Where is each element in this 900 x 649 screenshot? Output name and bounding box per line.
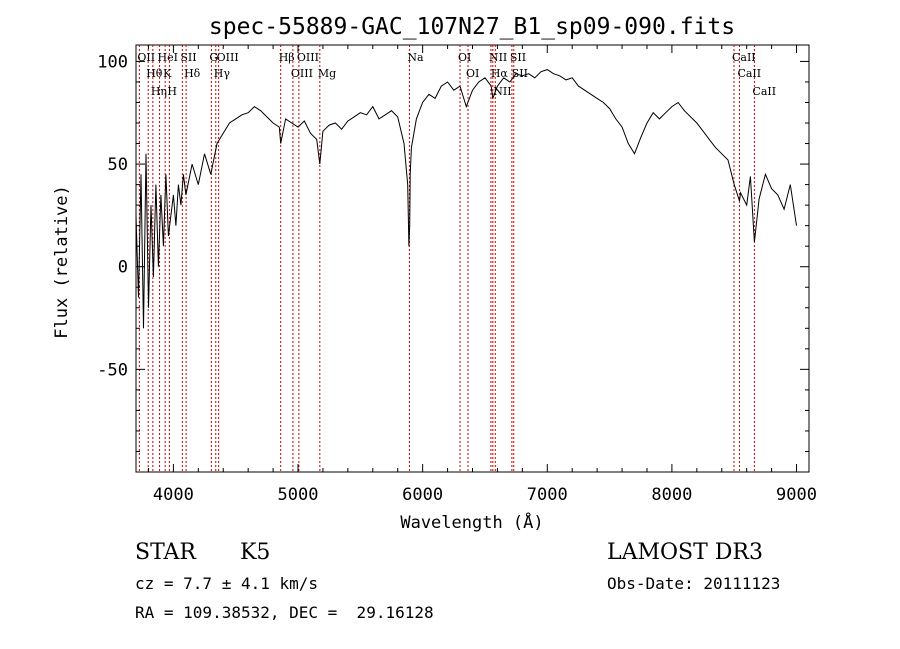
redshift-value: cz = 7.7 ± 4.1 km/s <box>135 574 319 593</box>
line-label: Hη <box>151 85 167 98</box>
line-label: NII <box>489 51 507 64</box>
line-label: SII <box>510 51 526 64</box>
spectrum-line <box>135 69 797 329</box>
x-tick-label: 4000 <box>153 485 194 505</box>
x-tick-label: 6000 <box>402 485 443 505</box>
y-tick-label: 100 <box>97 52 128 72</box>
line-label: Hβ <box>279 51 295 64</box>
survey-name: LAMOST DR3 <box>607 540 763 565</box>
y-tick-label: 50 <box>108 155 128 175</box>
chart-title: spec-55889-GAC_107N27_B1_sp09-090.fits <box>209 14 735 40</box>
line-label: OII <box>137 51 155 64</box>
line-label: SII <box>512 67 528 80</box>
line-label: Hγ <box>214 67 231 80</box>
object-subclass: K5 <box>240 540 271 565</box>
line-label: Hδ <box>184 67 201 80</box>
x-axis: 4000 5000 6000 7000 8000 9000 <box>147 45 817 505</box>
line-label: CaII <box>732 51 756 64</box>
coordinates: RA = 109.38532, DEC = 29.16128 <box>135 603 434 622</box>
line-label: Mg <box>318 67 336 80</box>
y-axis-label: Flux (relative) <box>52 185 72 339</box>
emission-line-markers <box>138 45 755 472</box>
y-tick-label: 0 <box>118 258 128 278</box>
line-label: Na <box>407 51 424 64</box>
line-label: OIII <box>297 51 319 64</box>
line-label: OIII <box>291 67 313 80</box>
obs-date: Obs-Date: 20111123 <box>607 574 781 593</box>
y-tick-label: -50 <box>97 360 128 380</box>
line-label: H <box>167 85 177 98</box>
line-label: OI <box>466 67 479 80</box>
object-class: STAR <box>135 540 196 565</box>
line-label: OI <box>458 51 471 64</box>
line-label: CaII <box>752 85 776 98</box>
plot-frame <box>135 44 810 473</box>
line-label: Hα <box>491 67 509 80</box>
x-tick-label: 9000 <box>776 485 817 505</box>
x-tick-label: 8000 <box>651 485 692 505</box>
line-label: Hθ <box>146 67 163 80</box>
line-label: NII <box>493 85 511 98</box>
x-tick-label: 5000 <box>278 485 319 505</box>
line-label: K <box>163 67 172 80</box>
line-label: OIII <box>217 51 239 64</box>
x-tick-label: 7000 <box>527 485 568 505</box>
line-label: SII <box>180 51 196 64</box>
line-label: HeI <box>158 51 178 64</box>
y-axis: -50 0 50 100 <box>97 52 809 473</box>
line-label: CaII <box>737 67 761 80</box>
line-label: G <box>209 51 218 64</box>
x-axis-label: Wavelength (Å) <box>400 511 543 533</box>
